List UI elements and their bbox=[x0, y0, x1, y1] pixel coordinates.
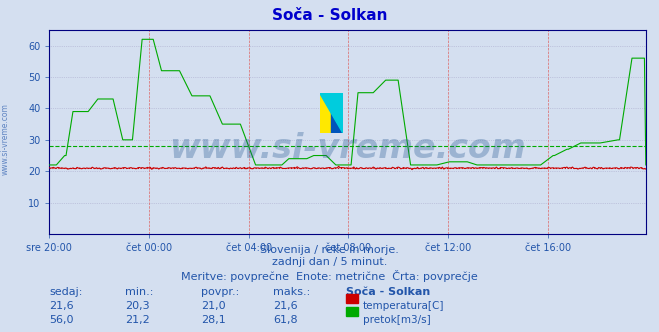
Text: pretok[m3/s]: pretok[m3/s] bbox=[363, 315, 431, 325]
Text: Slovenija / reke in morje.: Slovenija / reke in morje. bbox=[260, 245, 399, 255]
Polygon shape bbox=[320, 93, 343, 133]
Text: temperatura[C]: temperatura[C] bbox=[363, 301, 445, 311]
Text: www.si-vreme.com: www.si-vreme.com bbox=[1, 104, 10, 175]
Text: 20,3: 20,3 bbox=[125, 301, 150, 311]
Bar bbox=[320, 93, 331, 133]
Text: 21,6: 21,6 bbox=[273, 301, 298, 311]
Text: Meritve: povprečne  Enote: metrične  Črta: povprečje: Meritve: povprečne Enote: metrične Črta:… bbox=[181, 270, 478, 282]
Text: 56,0: 56,0 bbox=[49, 315, 74, 325]
Text: 21,6: 21,6 bbox=[49, 301, 74, 311]
Text: 61,8: 61,8 bbox=[273, 315, 298, 325]
Text: Soča - Solkan: Soča - Solkan bbox=[346, 287, 430, 297]
Text: 21,0: 21,0 bbox=[201, 301, 225, 311]
Text: sedaj:: sedaj: bbox=[49, 287, 83, 297]
Text: www.si-vreme.com: www.si-vreme.com bbox=[169, 132, 526, 165]
Text: zadnji dan / 5 minut.: zadnji dan / 5 minut. bbox=[272, 257, 387, 267]
Text: povpr.:: povpr.: bbox=[201, 287, 239, 297]
Text: maks.:: maks.: bbox=[273, 287, 311, 297]
Text: 28,1: 28,1 bbox=[201, 315, 226, 325]
Text: min.:: min.: bbox=[125, 287, 154, 297]
Text: 21,2: 21,2 bbox=[125, 315, 150, 325]
Bar bbox=[331, 93, 343, 133]
Text: Soča - Solkan: Soča - Solkan bbox=[272, 8, 387, 23]
